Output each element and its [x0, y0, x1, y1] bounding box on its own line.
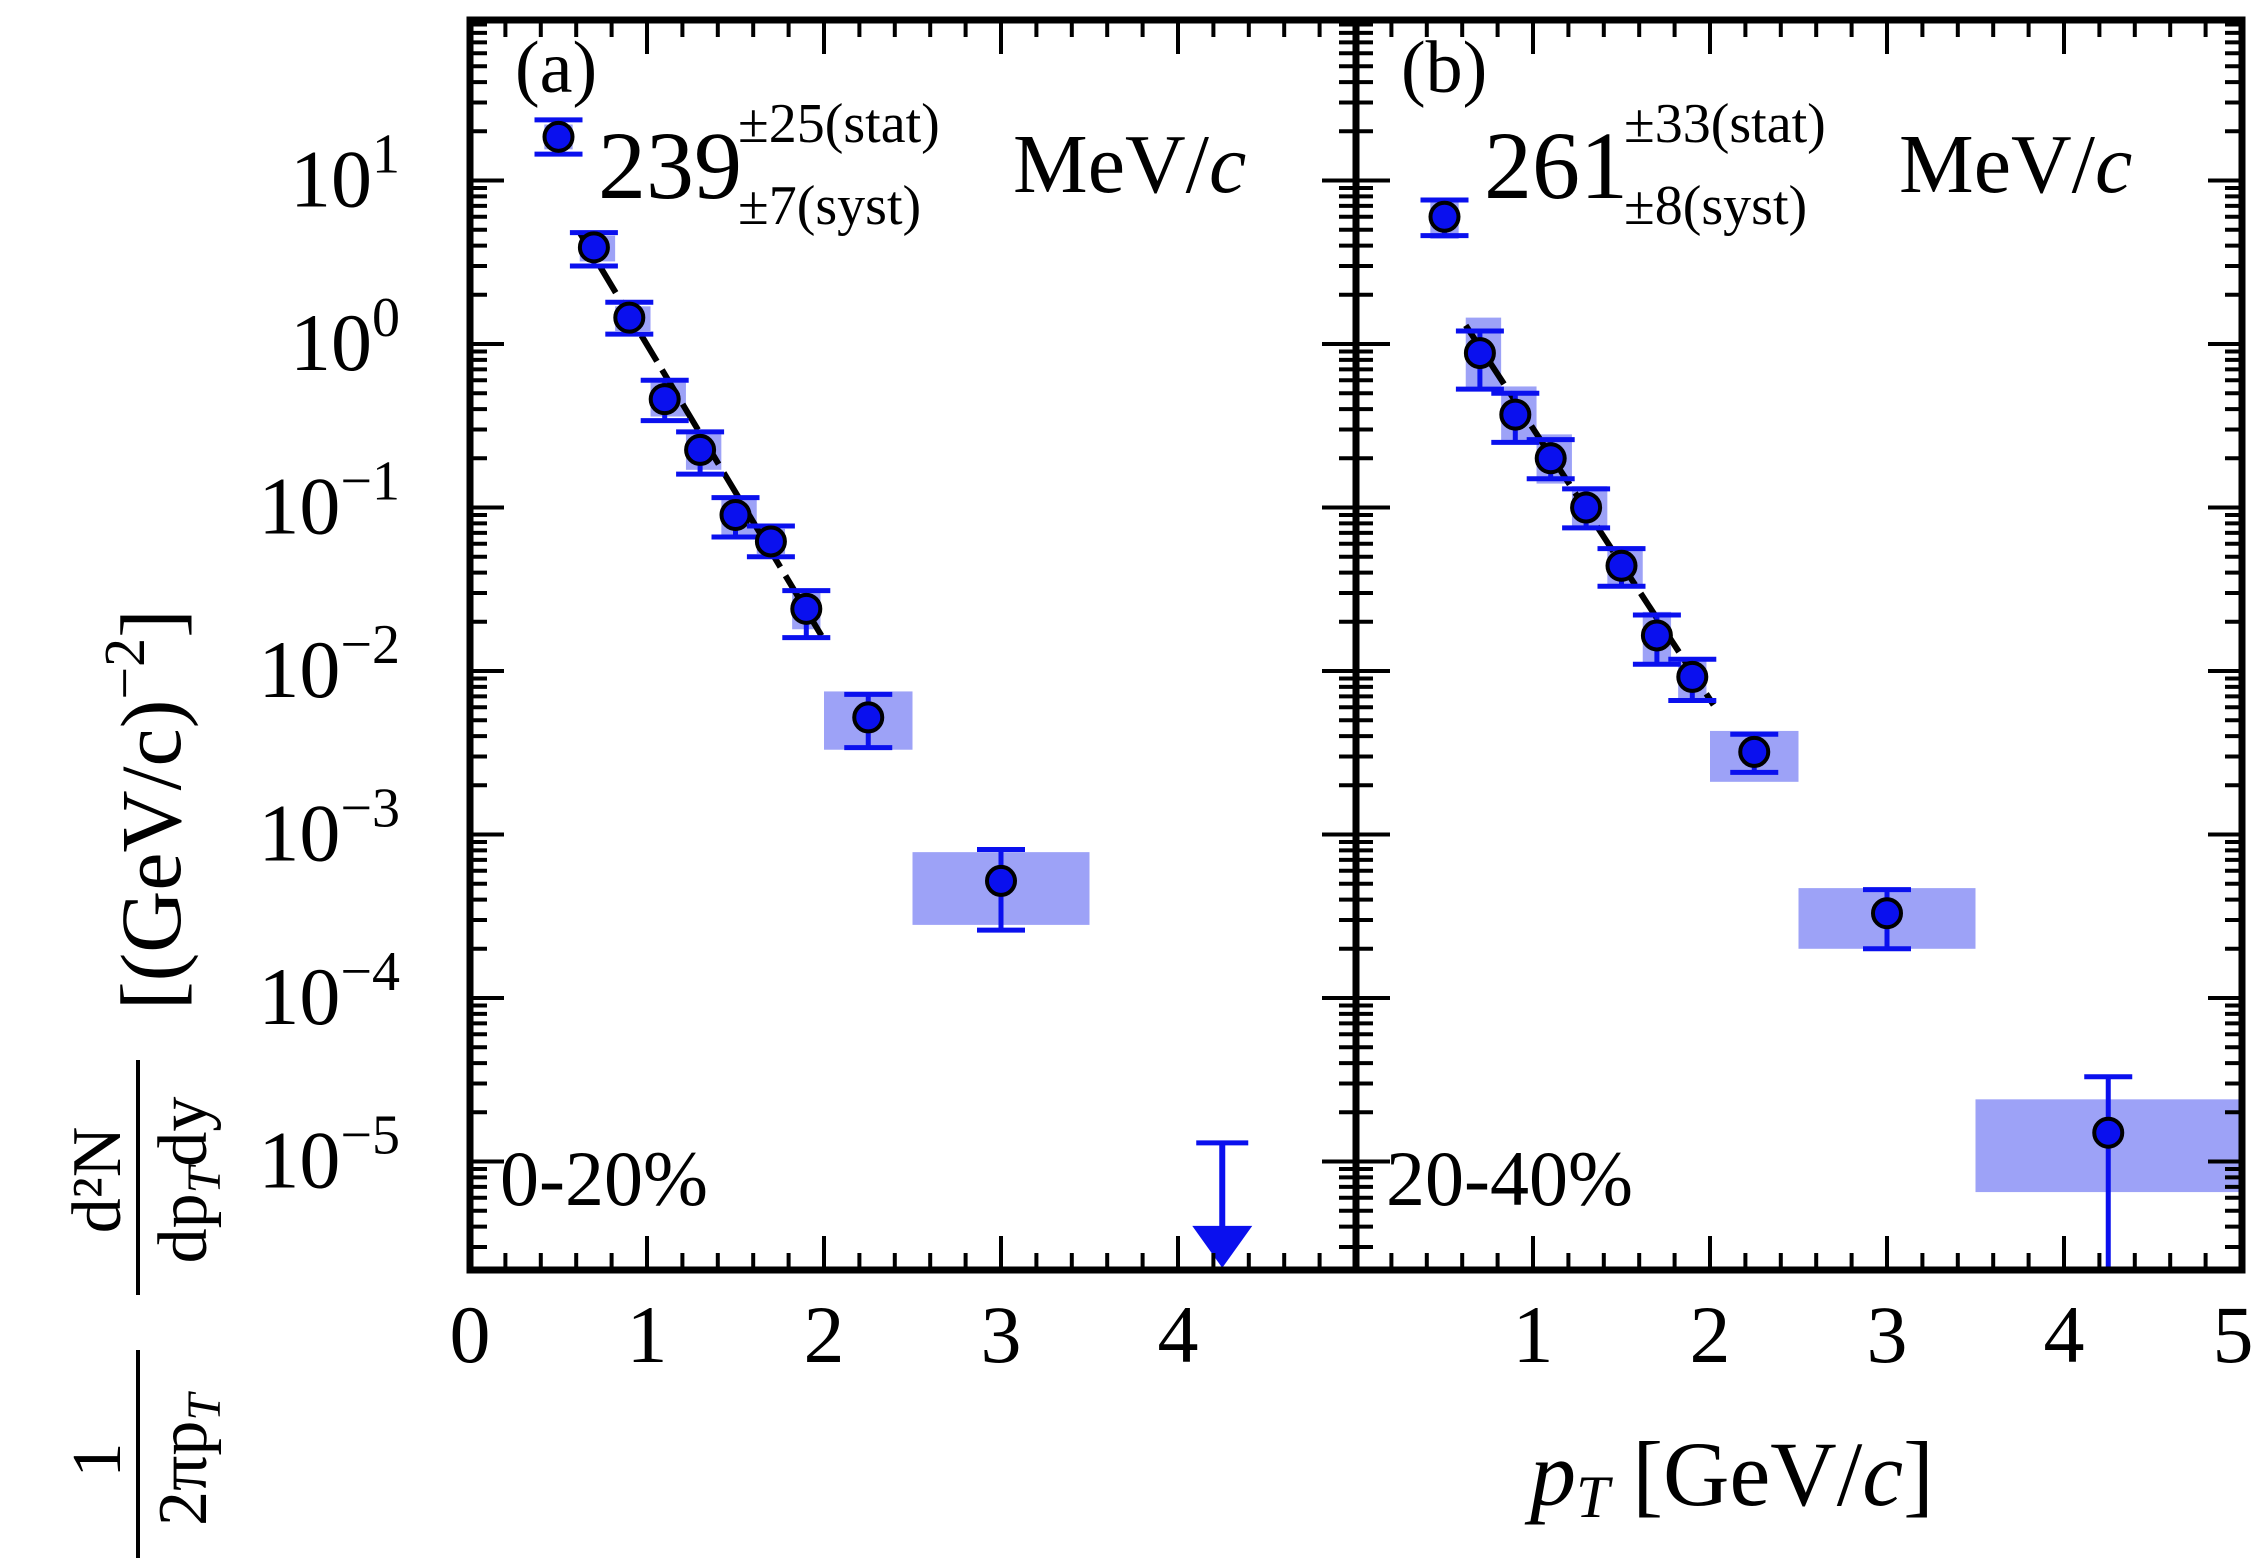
- data-point: [2092, 1116, 2125, 1149]
- x-tick-label: 5: [2213, 1289, 2254, 1380]
- y-tick-exp: −4: [340, 941, 400, 1003]
- temperature-unit: MeV/c: [1899, 118, 2132, 211]
- y-frac1-den-main: 2πp: [145, 1421, 222, 1526]
- panel-label: (a): [515, 27, 597, 109]
- data-point: [1463, 337, 1496, 370]
- y-tick-base: 10: [290, 297, 372, 388]
- data-point: [754, 525, 787, 558]
- y-tick-label: 101: [290, 124, 400, 225]
- x-axis-title-c: c: [1862, 1423, 1903, 1525]
- y-units-close: ]: [103, 609, 199, 638]
- y-tick-base: 10: [258, 624, 340, 715]
- y-tick-label: 10−3: [258, 778, 400, 879]
- y-tick-exp: −3: [340, 778, 400, 840]
- y-tick-base: 10: [258, 788, 340, 879]
- data-point: [985, 864, 1017, 897]
- temperature-unit-c: c: [2095, 118, 2132, 211]
- y-tick-label: 10−2: [258, 614, 400, 715]
- data-point: [790, 592, 823, 625]
- y-tick-exp: 0: [372, 287, 400, 349]
- data-point: [684, 433, 717, 466]
- y-tick-label: 10−4: [258, 941, 400, 1042]
- panel-b: (b) 20-40% 261±33(stat) ±8(syst) MeV/c: [1352, 16, 2246, 1274]
- data-point: [1871, 897, 1903, 930]
- y-tick-exp: −2: [340, 614, 400, 676]
- x-axis-title: pT [GeV/c]: [1524, 1423, 1934, 1530]
- y-frac2-den: dpTdy: [145, 1097, 231, 1264]
- y-tick-base: 10: [290, 134, 372, 225]
- temperature-unit-c: c: [1209, 118, 1246, 211]
- data-point: [1428, 200, 1461, 233]
- x-tick-labels: 0 1 2 3 4 1 2 3 4 5: [450, 1289, 2254, 1380]
- x-tick-label: 4: [2044, 1289, 2085, 1380]
- x-axis-title-close: ]: [1903, 1423, 1934, 1525]
- x-tick-label: 2: [1690, 1289, 1731, 1380]
- y-tick-base: 10: [258, 461, 340, 552]
- upper-limit-arrow-head: [1192, 1225, 1253, 1268]
- data-point: [852, 701, 885, 734]
- x-tick-label: 3: [981, 1289, 1022, 1380]
- temperature-syst: ±8(syst): [1624, 175, 1807, 237]
- x-axis-title-rest: [GeV/: [1609, 1423, 1862, 1525]
- panel-a: (a) 0-20% 239±25(stat) ±7(syst) MeV/c: [466, 16, 1360, 1274]
- panel-label: (b): [1401, 27, 1487, 109]
- temperature-unit: MeV/c: [1013, 118, 1246, 211]
- x-tick-label: 0: [450, 1289, 491, 1380]
- y-tick-exp: −5: [340, 1105, 400, 1167]
- y-units-main: [(GeV/c): [103, 700, 199, 1010]
- temperature-unit-main: MeV/: [1899, 118, 2096, 211]
- y-tick-label: 10−1: [258, 451, 400, 552]
- x-tick-label: 4: [1158, 1289, 1199, 1380]
- temperature-value: 239: [598, 112, 742, 219]
- x-tick-label: 1: [627, 1289, 668, 1380]
- y-frac1-den-sub: T: [178, 1391, 231, 1421]
- y-tick-base: 10: [258, 1115, 340, 1206]
- data-point: [577, 231, 610, 264]
- y-tick-label: 10−5: [258, 1105, 400, 1206]
- plot-area: [534, 117, 1090, 933]
- centrality-label: 0-20%: [500, 1135, 708, 1222]
- data-point: [1640, 619, 1673, 652]
- data-point: [1738, 735, 1771, 768]
- temperature-syst: ±7(syst): [738, 175, 921, 237]
- data-point: [1605, 549, 1638, 582]
- y-frac2-den-tail: dy: [145, 1097, 222, 1167]
- data-point: [648, 383, 681, 416]
- panel-frame: [1352, 16, 2246, 1274]
- panels: (a) 0-20% 239±25(stat) ±7(syst) MeV/c (b) 20-4…: [466, 16, 2246, 1274]
- y-units-exp: −2: [92, 638, 157, 700]
- temperature-unit-main: MeV/: [1013, 118, 1210, 211]
- y-frac2-den-sub: T: [178, 1163, 231, 1193]
- y-frac2-den-main: dp: [145, 1193, 222, 1263]
- x-axis-title-sub: T: [1576, 1464, 1613, 1530]
- y-frac2-num: d²N: [59, 1127, 136, 1234]
- x-tick-label: 2: [804, 1289, 845, 1380]
- y-frac1-num: 1: [59, 1443, 136, 1478]
- y-units: [(GeV/c)−2]: [92, 609, 199, 1010]
- data-point: [1676, 660, 1709, 693]
- y-tick-exp: 1: [372, 124, 400, 186]
- y-tick-label: 100: [290, 287, 400, 388]
- data-point: [1570, 491, 1603, 524]
- data-point: [719, 498, 752, 531]
- data-point: [613, 301, 646, 334]
- temperature-stat: ±33(stat): [1624, 93, 1826, 155]
- y-tick-exp: −1: [340, 451, 400, 513]
- data-point: [542, 120, 575, 153]
- temperature-stat: ±25(stat): [738, 93, 940, 155]
- data-point: [1499, 398, 1532, 431]
- x-tick-label: 1: [1513, 1289, 1554, 1380]
- x-axis-title-p: p: [1524, 1423, 1576, 1525]
- x-tick-label: 3: [1867, 1289, 1908, 1380]
- data-point: [1534, 442, 1567, 475]
- y-frac1-den: 2πpT: [145, 1391, 231, 1526]
- temperature-value: 261: [1484, 112, 1628, 219]
- centrality-label: 20-40%: [1386, 1135, 1633, 1222]
- y-tick-base: 10: [258, 951, 340, 1042]
